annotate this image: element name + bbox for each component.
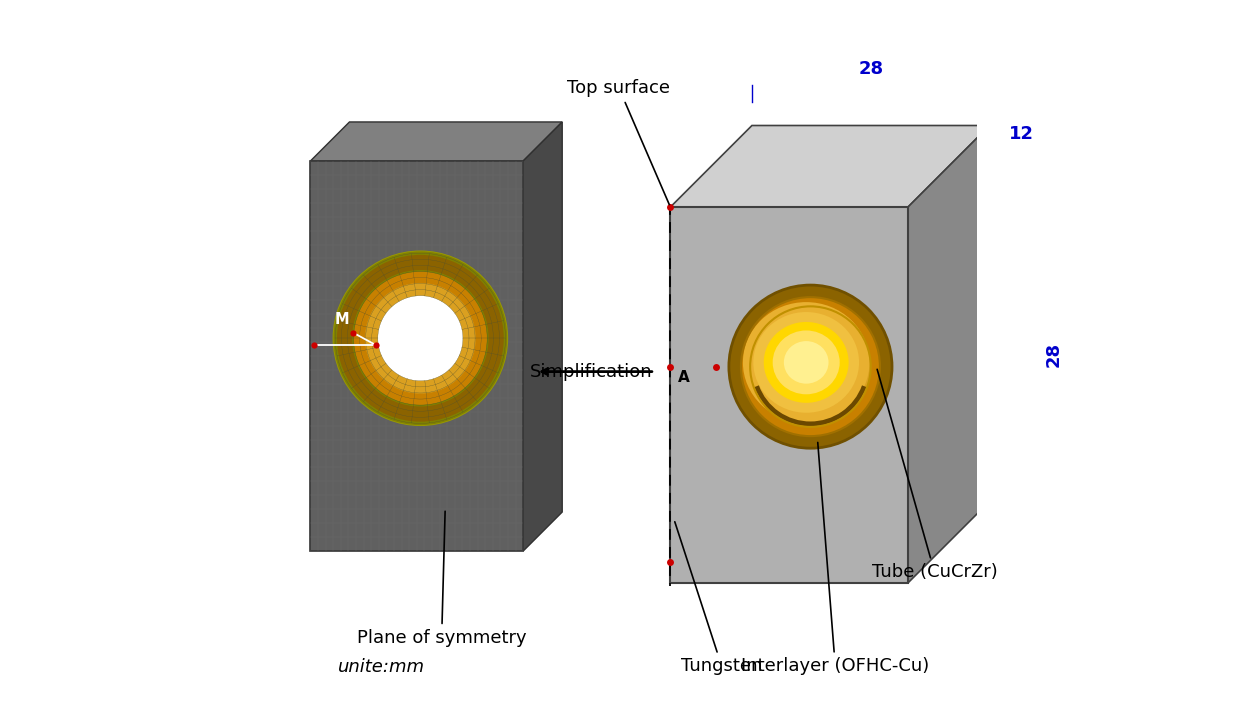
Text: M: M	[335, 312, 350, 327]
Text: 28: 28	[1045, 342, 1062, 367]
Text: φ12: φ12	[895, 366, 925, 381]
Text: 6: 6	[706, 462, 715, 477]
Text: Interlayer (OFHC-Cu): Interlayer (OFHC-Cu)	[741, 442, 929, 676]
Ellipse shape	[743, 302, 869, 423]
Text: Tungsten: Tungsten	[675, 522, 762, 676]
Circle shape	[377, 295, 463, 381]
Text: unite:mm: unite:mm	[337, 658, 425, 676]
Ellipse shape	[784, 341, 828, 384]
Text: 1.5: 1.5	[706, 298, 731, 313]
Text: 12: 12	[1008, 125, 1033, 143]
Text: Top surface: Top surface	[568, 79, 671, 204]
Text: 28: 28	[858, 60, 883, 78]
Circle shape	[354, 271, 488, 406]
Polygon shape	[523, 122, 563, 551]
Circle shape	[332, 251, 508, 426]
Circle shape	[741, 297, 880, 436]
Ellipse shape	[753, 312, 859, 413]
Text: N: N	[382, 343, 395, 358]
Circle shape	[751, 306, 870, 427]
Circle shape	[335, 253, 505, 424]
Circle shape	[365, 283, 476, 394]
Text: A: A	[298, 330, 309, 345]
Ellipse shape	[763, 322, 849, 403]
Text: Simplification: Simplification	[530, 362, 652, 381]
Ellipse shape	[773, 330, 839, 394]
Polygon shape	[670, 125, 990, 207]
Text: Tube (CuCrZr): Tube (CuCrZr)	[872, 370, 997, 581]
Polygon shape	[310, 122, 563, 161]
Polygon shape	[670, 207, 908, 583]
Text: Plane of symmetry: Plane of symmetry	[357, 511, 527, 647]
Text: A: A	[677, 370, 690, 385]
Circle shape	[728, 285, 891, 448]
Text: φ17: φ17	[903, 254, 933, 269]
Polygon shape	[310, 161, 523, 551]
Polygon shape	[908, 125, 990, 583]
